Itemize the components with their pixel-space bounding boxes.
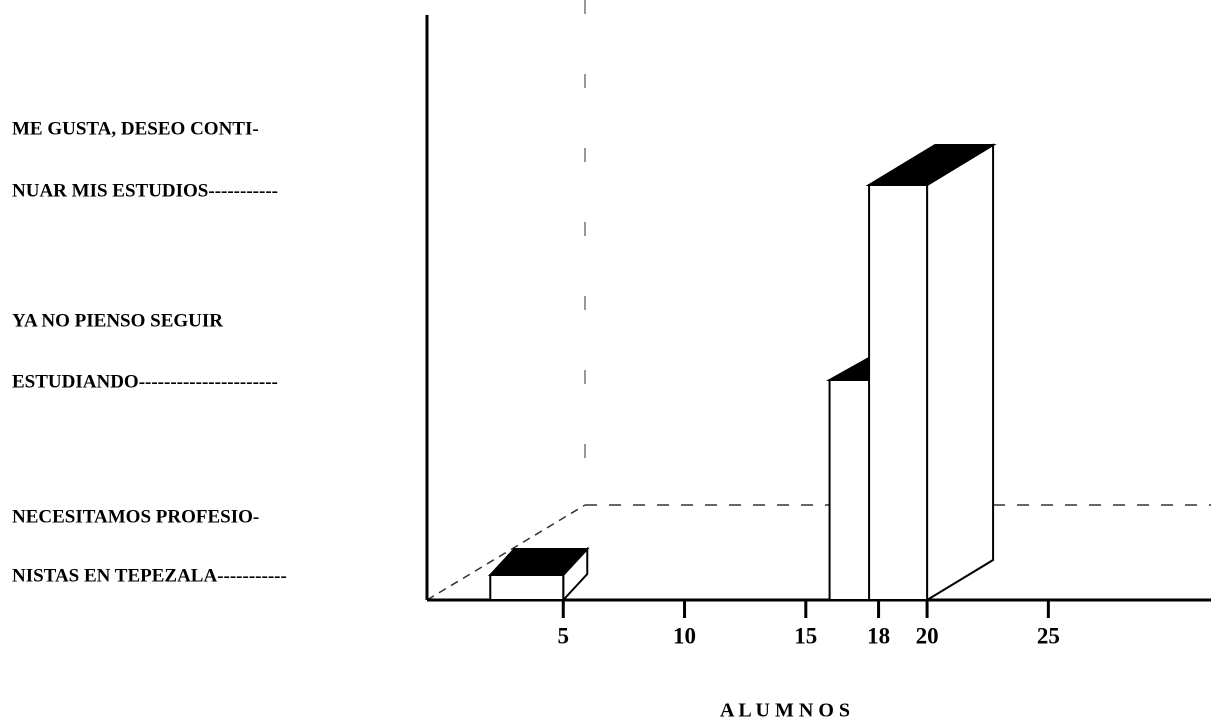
bar-front	[868, 184, 929, 601]
depth-line	[426, 504, 586, 601]
category-label: ESTUDIANDO----------------------	[12, 371, 278, 392]
x-tick-label: 20	[916, 623, 939, 648]
category-label: NISTAS EN TEPEZALA-----------	[12, 565, 287, 586]
x-tick-label: 18	[867, 623, 890, 648]
category-label: ME GUSTA, DESEO CONTI-	[12, 118, 259, 139]
category-label: NUAR MIS ESTUDIOS-----------	[12, 180, 278, 201]
x-axis-label: A L U M N O S	[720, 700, 850, 722]
x-tick-label: 10	[673, 623, 696, 648]
bar-front	[489, 574, 565, 601]
bar	[487, 546, 590, 603]
x-tick-label: 25	[1037, 623, 1060, 648]
bar	[865, 143, 997, 602]
bar-side	[926, 143, 995, 602]
x-tick-label: 5	[558, 623, 570, 648]
x-tick-label: 15	[794, 623, 817, 648]
category-label: NECESITAMOS PROFESIO-	[12, 506, 259, 527]
category-label: YA NO PIENSO SEGUIR	[12, 310, 223, 331]
